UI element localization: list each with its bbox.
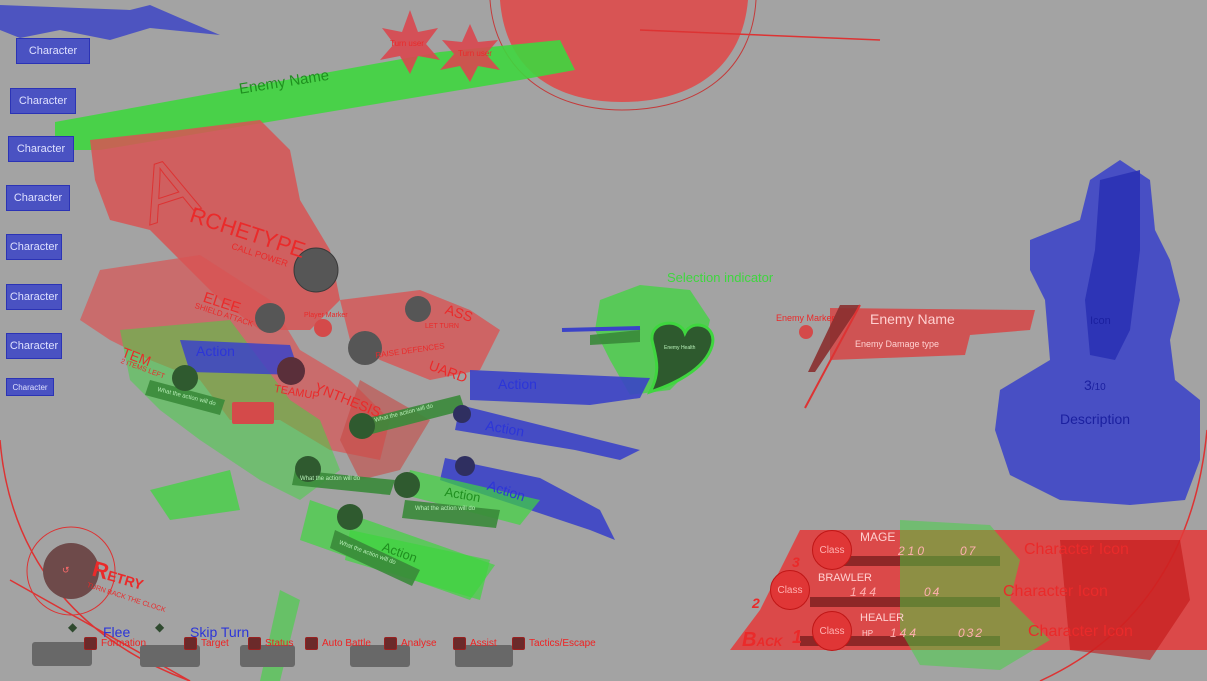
action-blade[interactable] bbox=[345, 530, 490, 600]
control-status[interactable]: Status bbox=[248, 637, 293, 650]
character-tab[interactable]: Character bbox=[10, 88, 76, 114]
turn-order-star bbox=[380, 10, 440, 74]
flee-icon[interactable]: ◆ bbox=[68, 620, 78, 634]
character-tab-label: Character bbox=[18, 95, 68, 107]
action-description: What the action will do bbox=[300, 476, 361, 482]
party-row-number: 1 bbox=[792, 627, 803, 647]
action-blade[interactable] bbox=[180, 340, 300, 375]
character-tab-label: Character bbox=[12, 382, 48, 392]
character-portrait[interactable]: Character Icon bbox=[1003, 583, 1108, 600]
back-button[interactable]: BACK bbox=[742, 629, 783, 651]
character-tab-label: Character bbox=[28, 45, 78, 57]
character-tab[interactable]: Character bbox=[6, 333, 62, 359]
enemy-health-label: Enemy Health bbox=[664, 345, 696, 351]
button-icon bbox=[305, 637, 318, 650]
party-row-number: 2 bbox=[752, 595, 760, 611]
turn-user-label: Turn user bbox=[390, 39, 424, 48]
menu-pass-sub: LET TURN bbox=[425, 323, 459, 330]
control-tactics-escape[interactable]: Tactics/Escape bbox=[512, 637, 596, 650]
character-tab[interactable]: Character bbox=[6, 234, 62, 260]
action-label: Action bbox=[498, 376, 537, 392]
party-row-number: 3 bbox=[792, 554, 800, 570]
party-hp: 210 bbox=[898, 544, 928, 558]
character-tab-label: Character bbox=[9, 291, 59, 303]
character-tab[interactable]: Character bbox=[6, 185, 70, 211]
turn-user-label: Turn user bbox=[458, 49, 492, 58]
character-portrait[interactable]: Character Icon bbox=[1028, 623, 1133, 640]
enemy-damage-type: Enemy Damage type bbox=[855, 339, 940, 349]
description-text: Description bbox=[1060, 411, 1131, 427]
action-label: Action bbox=[196, 343, 235, 359]
button-icon bbox=[84, 637, 97, 650]
button-icon bbox=[453, 637, 466, 650]
retry-circle[interactable] bbox=[43, 543, 99, 599]
party-class-name: MAGE bbox=[860, 530, 896, 544]
character-icon-label: Icon bbox=[1090, 315, 1111, 327]
class-badge[interactable]: Class bbox=[812, 530, 852, 570]
button-icon bbox=[384, 637, 397, 650]
button-icon bbox=[184, 637, 197, 650]
retry-icon[interactable]: ↺ bbox=[62, 565, 70, 575]
skip-turn-button[interactable]: Skip Turn bbox=[190, 624, 250, 640]
action-blade[interactable] bbox=[470, 370, 650, 405]
enemy-info-panel bbox=[830, 308, 1035, 360]
control-formation[interactable]: Formation bbox=[84, 637, 146, 650]
party-class-name: HEALER bbox=[860, 612, 905, 624]
character-tab-label: Character bbox=[9, 241, 59, 253]
character-tab[interactable]: Character bbox=[6, 284, 62, 310]
enemy-name: Enemy Name bbox=[870, 311, 955, 327]
party-hp: 144 bbox=[890, 626, 920, 640]
description-count: 3/10 bbox=[1084, 377, 1106, 393]
selection-indicator-label: Selection indicator bbox=[667, 270, 774, 285]
class-badge[interactable]: Class bbox=[770, 570, 810, 610]
character-tab[interactable]: Character bbox=[6, 378, 54, 396]
party-hp: 144 bbox=[850, 585, 880, 599]
skip-turn-icon[interactable]: ◆ bbox=[155, 620, 165, 634]
party-mp: 032 bbox=[958, 626, 985, 640]
enemy-name-banner bbox=[55, 40, 575, 150]
player-marker-label: Player Marker bbox=[304, 312, 348, 319]
turn-orb bbox=[500, 0, 748, 102]
enemy-marker[interactable] bbox=[799, 325, 813, 339]
control-assist[interactable]: Assist bbox=[453, 637, 497, 650]
control-target[interactable]: Target bbox=[184, 637, 229, 650]
turn-order-star bbox=[440, 24, 500, 82]
character-portrait[interactable]: Character Icon bbox=[1024, 541, 1129, 558]
character-tab[interactable]: Character bbox=[16, 38, 90, 64]
action-blade[interactable] bbox=[405, 470, 540, 525]
button-icon bbox=[512, 637, 525, 650]
action-blade[interactable] bbox=[455, 405, 640, 460]
character-tab[interactable]: Character bbox=[8, 136, 74, 162]
control-auto-battle[interactable]: Auto Battle bbox=[305, 637, 371, 650]
character-tab-label: Character bbox=[16, 143, 66, 155]
class-badge[interactable]: Class bbox=[812, 611, 852, 651]
party-mp: 04 bbox=[924, 585, 942, 599]
enemy-marker-label: Enemy Marker bbox=[776, 313, 835, 323]
character-tab-label: Character bbox=[13, 192, 63, 204]
enemy-health-heart bbox=[646, 321, 715, 395]
party-hp-label: HP bbox=[862, 629, 874, 638]
control-analyse[interactable]: Analyse bbox=[384, 637, 437, 650]
party-class-name: BRAWLER bbox=[818, 572, 872, 584]
character-tab-label: Character bbox=[9, 340, 59, 352]
button-icon bbox=[248, 637, 261, 650]
flee-button[interactable]: Flee bbox=[103, 624, 131, 640]
action-description: What the action will do bbox=[415, 506, 476, 512]
party-mp: 07 bbox=[960, 544, 978, 558]
